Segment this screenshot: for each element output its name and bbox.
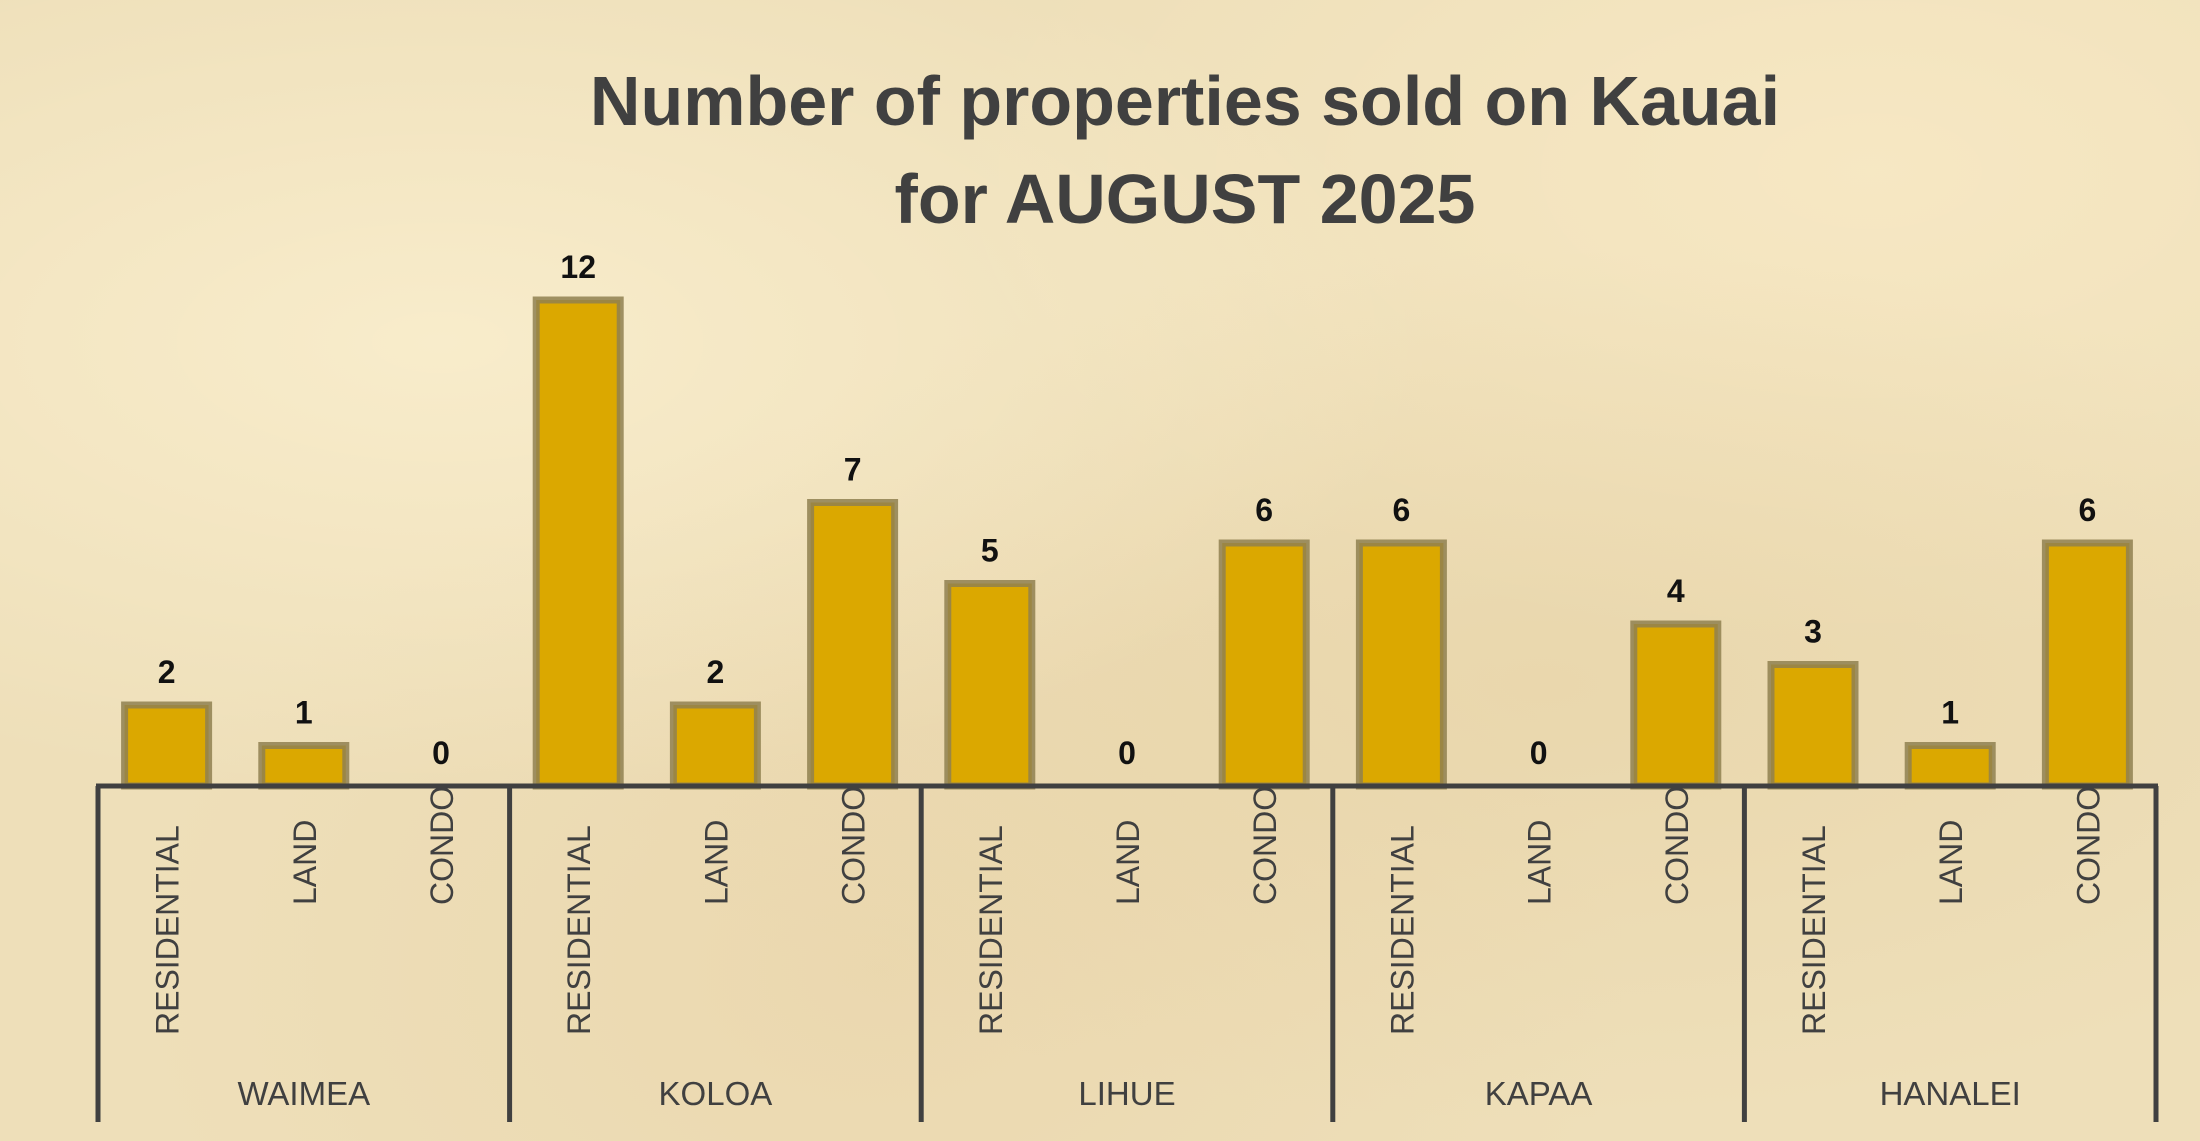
group-tick-label: LIHUE — [1078, 1075, 1175, 1112]
bar — [121, 701, 213, 790]
group-tick-label: KAPAA — [1485, 1075, 1593, 1112]
chart-title-line-1: Number of properties sold on Kauai — [589, 62, 1781, 140]
bar — [532, 296, 624, 790]
data-label: 0 — [1118, 735, 1136, 771]
category-tick-label: LAND — [1933, 820, 1969, 905]
data-label: 6 — [1393, 492, 1411, 528]
bar — [807, 499, 899, 790]
category-tick-label: CONDO — [1659, 786, 1695, 905]
data-label: 0 — [1530, 735, 1548, 771]
data-label: 5 — [981, 533, 999, 569]
group-tick-label: WAIMEA — [237, 1075, 370, 1112]
data-label: 2 — [707, 654, 725, 690]
data-label: 7 — [844, 452, 862, 488]
category-tick-label: CONDO — [2070, 786, 2106, 905]
data-label: 4 — [1667, 573, 1685, 609]
category-tick-label: CONDO — [424, 786, 460, 905]
data-label: 6 — [1255, 492, 1273, 528]
chart-title: Number of properties sold on Kauai for A… — [0, 52, 2200, 248]
bar — [1767, 661, 1859, 790]
data-label: 2 — [158, 654, 176, 690]
chart-title-line-2: for AUGUST 2025 — [894, 160, 1476, 238]
bar — [1630, 620, 1722, 790]
category-tick-label: LAND — [1522, 820, 1558, 905]
data-label: 12 — [560, 249, 596, 285]
bar — [669, 701, 761, 790]
category-tick-label: RESIDENTIAL — [973, 825, 1009, 1035]
bar — [1355, 539, 1447, 790]
data-label: 3 — [1804, 614, 1822, 650]
category-tick-label: LAND — [698, 820, 734, 905]
data-label: 6 — [2079, 492, 2097, 528]
bar — [258, 742, 350, 790]
data-label: 0 — [432, 735, 450, 771]
category-tick-label: LAND — [1110, 820, 1146, 905]
group-tick-label: HANALEI — [1880, 1075, 2021, 1112]
bar — [2041, 539, 2133, 790]
bar — [1218, 539, 1310, 790]
group-tick-label: KOLOA — [659, 1075, 773, 1112]
category-tick-label: RESIDENTIAL — [561, 825, 597, 1035]
category-tick-label: RESIDENTIAL — [1384, 825, 1420, 1035]
category-tick-label: RESIDENTIAL — [150, 825, 186, 1035]
category-tick-label: CONDO — [1247, 786, 1283, 905]
bar — [944, 580, 1036, 790]
data-label: 1 — [295, 695, 313, 731]
category-tick-label: LAND — [287, 820, 323, 905]
data-label: 1 — [1941, 695, 1959, 731]
category-tick-label: RESIDENTIAL — [1796, 825, 1832, 1035]
bar — [1904, 742, 1996, 790]
category-tick-label: CONDO — [836, 786, 872, 905]
